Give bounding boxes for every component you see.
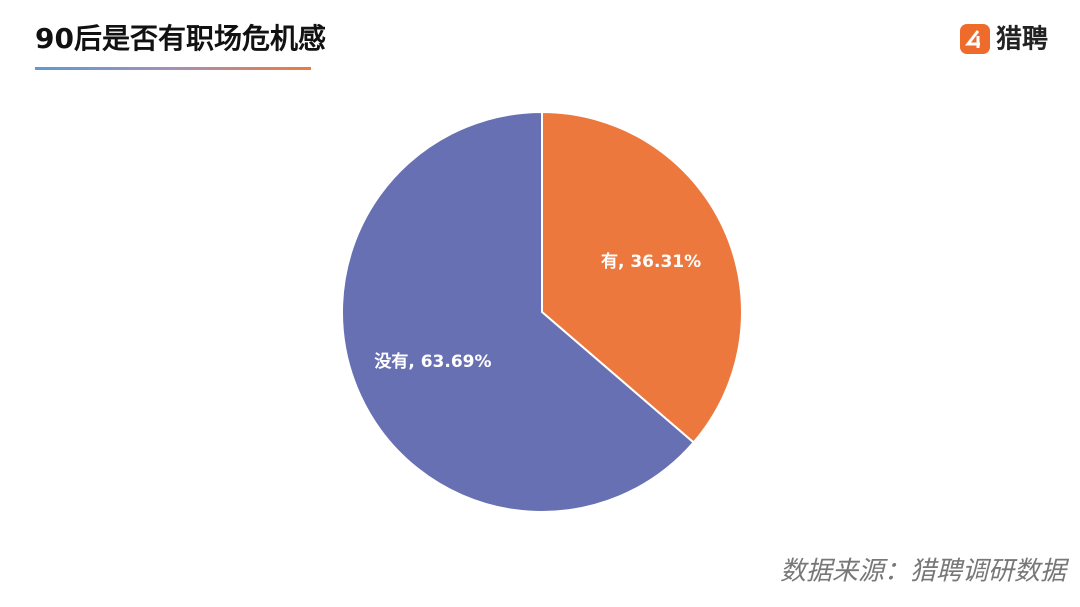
brand-logo bbox=[960, 24, 990, 54]
brand-name: 猎聘 bbox=[996, 25, 1048, 55]
pie-slice bbox=[341, 110, 696, 513]
chart-title: 90后是否有职场危机感 bbox=[35, 22, 326, 55]
pie-slice bbox=[541, 110, 743, 444]
data-label: 没有, 63.69% bbox=[374, 351, 491, 372]
source-note: 数据来源：猎聘调研数据 bbox=[780, 557, 1070, 587]
data-label: 有, 36.31% bbox=[601, 251, 701, 272]
brand-logo-mark bbox=[964, 30, 980, 48]
title-underline bbox=[35, 67, 311, 70]
